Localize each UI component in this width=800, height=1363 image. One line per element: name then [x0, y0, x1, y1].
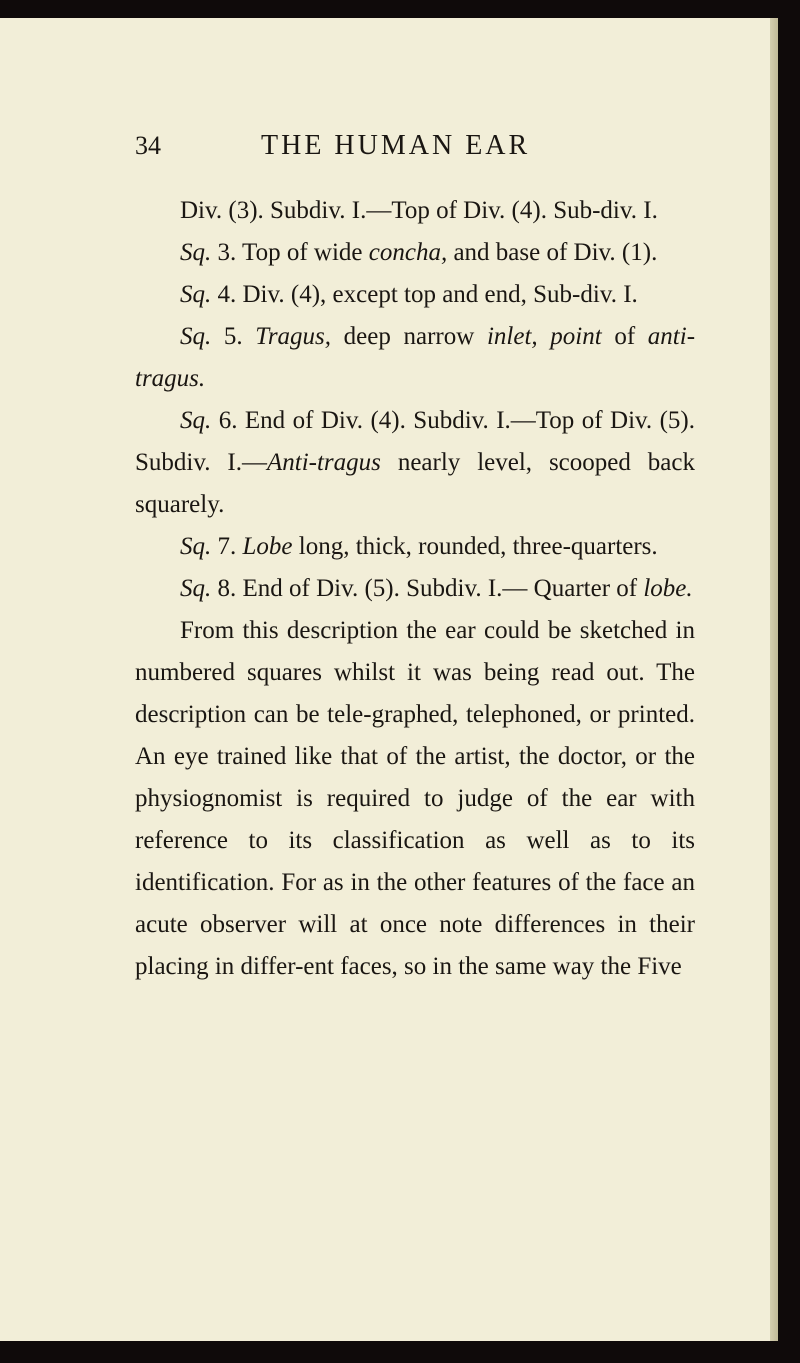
text-segment: Div. (3). Subdiv. I.—Top of Div. (4). Su… [180, 197, 658, 224]
paragraph: Sq. 4. Div. (4), except top and end, Sub… [135, 274, 695, 316]
text-segment: 8. End of Div. (5). Subdiv. I.— Quarter … [211, 575, 643, 602]
page-title: THE HUMAN EAR [261, 130, 530, 162]
body-text: Div. (3). Subdiv. I.—Top of Div. (4). Su… [135, 190, 695, 988]
text-segment: and base of Div. (1). [447, 239, 657, 266]
text-segment: From this description the ear could be s… [135, 617, 695, 980]
paragraph: Sq. 3. Top of wide concha, and base of D… [135, 232, 695, 274]
page-header: 34 THE HUMAN EAR [135, 130, 695, 162]
text-segment: deep narrow [331, 323, 487, 350]
paragraph: Sq. 7. Lobe long, thick, rounded, three-… [135, 526, 695, 568]
text-segment: Sq. [180, 281, 211, 308]
text-segment: Anti-tragus [267, 449, 381, 476]
text-segment: Sq. [180, 575, 211, 602]
text-segment: long, thick, rounded, three-quarters. [293, 533, 658, 560]
right-border [778, 0, 800, 1363]
text-segment: of [602, 323, 648, 350]
text-segment: Sq. [180, 239, 211, 266]
text-segment: Tragus, [255, 323, 331, 350]
text-segment: Sq. [180, 323, 211, 350]
text-segment: Sq. [180, 533, 211, 560]
top-border [0, 0, 800, 18]
text-segment: lobe. [643, 575, 692, 602]
paragraph: Sq. 8. End of Div. (5). Subdiv. I.— Quar… [135, 568, 695, 610]
bottom-border [0, 1341, 800, 1363]
text-segment: concha, [369, 239, 447, 266]
text-segment: 7. [211, 533, 242, 560]
paragraph: Sq. 6. End of Div. (4). Subdiv. I.—Top o… [135, 400, 695, 526]
text-segment: Lobe [243, 533, 293, 560]
page-number: 34 [135, 131, 161, 161]
page-content: 34 THE HUMAN EAR Div. (3). Subdiv. I.—To… [0, 0, 800, 1028]
paragraph: Div. (3). Subdiv. I.—Top of Div. (4). Su… [135, 190, 695, 232]
text-segment: 3. Top of wide [211, 239, 369, 266]
text-segment: inlet, point [487, 323, 602, 350]
paragraph: Sq. 5. Tragus, deep narrow inlet, point … [135, 316, 695, 400]
text-segment: 4. Div. (4), except top and end, Sub-div… [211, 281, 638, 308]
page-edge [770, 18, 778, 1341]
text-segment: 5. [211, 323, 255, 350]
text-segment: Sq. [180, 407, 211, 434]
paragraph: From this description the ear could be s… [135, 610, 695, 988]
